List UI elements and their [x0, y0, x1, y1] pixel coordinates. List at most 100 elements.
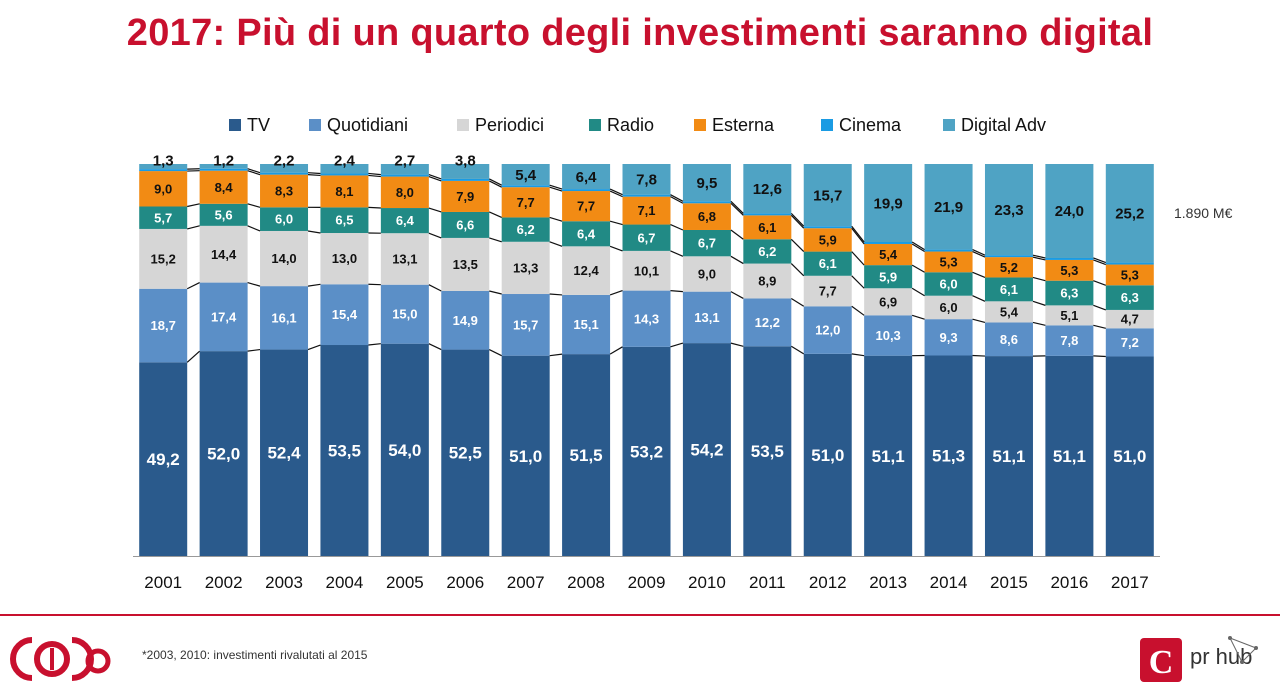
connector-line — [368, 172, 381, 176]
bar-esterna-2007 — [501, 187, 550, 218]
data-label-radio-2003: 6,0 — [275, 212, 293, 227]
bar-radio-2017 — [1105, 285, 1154, 310]
data-label-periodici-2009: 10,1 — [634, 263, 659, 278]
bar-radio-2012 — [803, 251, 852, 276]
connector-line — [489, 290, 502, 295]
connector-line — [670, 290, 683, 293]
data-label-quotidiani-2001: 18,7 — [151, 318, 176, 333]
data-label-periodici-2016: 5,1 — [1060, 308, 1078, 323]
data-label-digital-adv-2017: 25,2 — [1115, 206, 1144, 223]
connector-line — [670, 224, 684, 231]
data-label-radio-2012: 6,1 — [819, 256, 837, 271]
bar-esterna-2011 — [743, 215, 792, 240]
connector-line — [911, 243, 925, 253]
data-label-radio-2017: 6,3 — [1121, 290, 1139, 305]
connector-line — [670, 194, 684, 202]
bar-quotidiani-2014 — [924, 319, 973, 356]
data-label-periodici-2002: 14,4 — [211, 247, 237, 262]
bar-tv-2002 — [199, 351, 248, 556]
data-label-quotidiani-2005: 15,0 — [392, 307, 417, 322]
svg-text:C: C — [1149, 644, 1174, 681]
bar-esterna-2001 — [139, 171, 188, 207]
bar-digital-adv-2017 — [1105, 164, 1154, 263]
connector-line — [851, 225, 865, 243]
x-tick-label: 2013 — [869, 573, 907, 592]
data-label-tv-2014: 51,3 — [932, 447, 965, 466]
bar-quotidiani-2004 — [320, 284, 369, 346]
connector-line — [609, 346, 623, 355]
connector-line — [972, 271, 986, 279]
data-label-quotidiani-2015: 8,6 — [1000, 332, 1018, 347]
data-label-radio-2015: 6,1 — [1000, 282, 1018, 297]
connector-line — [730, 200, 744, 214]
connector-line — [911, 287, 925, 297]
data-label-periodici-2017: 4,7 — [1121, 312, 1139, 327]
connector-line — [428, 174, 442, 180]
bar-tv-2017 — [1105, 356, 1154, 556]
connector-line — [730, 229, 744, 240]
bar-periodici-2014 — [924, 295, 973, 320]
connector-line — [972, 250, 986, 258]
connector-line — [609, 245, 623, 252]
bar-tv-2001 — [139, 362, 188, 556]
connector-line — [247, 225, 261, 232]
x-tick-label: 2008 — [567, 573, 605, 592]
legend-label-esterna: Esterna — [712, 115, 775, 135]
bar-cinema-2002 — [199, 168, 248, 171]
legend-label-quotidiani: Quotidiani — [327, 115, 408, 135]
data-label-esterna-2017: 5,3 — [1121, 267, 1139, 282]
data-label-esterna-2008: 7,7 — [577, 199, 595, 214]
bar-digital-adv-2008 — [562, 164, 611, 190]
bar-quotidiani-2007 — [501, 294, 550, 356]
data-label-quotidiani-2017: 7,2 — [1121, 335, 1139, 350]
connector-line — [187, 225, 200, 230]
connector-line — [307, 230, 321, 234]
connector-line — [489, 237, 502, 243]
x-tick-label: 2010 — [688, 573, 726, 592]
bar-quotidiani-2008 — [562, 294, 611, 355]
connector-line — [730, 202, 744, 216]
bar-digital-adv-2015 — [984, 164, 1033, 256]
connector-line — [307, 174, 321, 177]
data-label-quotidiani-2007: 15,7 — [513, 317, 538, 332]
connector-line — [670, 196, 684, 204]
data-label-digital-adv-2006: 3,8 — [455, 152, 476, 169]
x-tick-label: 2004 — [326, 573, 364, 592]
connector-line — [730, 342, 744, 347]
connector-line — [549, 216, 563, 222]
bar-quotidiani-2012 — [803, 306, 852, 354]
bar-cinema-2008 — [562, 189, 611, 192]
data-label-quotidiani-2002: 17,4 — [211, 309, 237, 324]
connector-line — [972, 295, 986, 302]
data-label-quotidiani-2016: 7,8 — [1060, 333, 1078, 348]
pr-hub-logo-text: pr hub — [1190, 644, 1252, 669]
bar-tv-2013 — [864, 355, 913, 556]
data-label-quotidiani-2010: 13,1 — [694, 310, 719, 325]
data-label-esterna-2003: 8,3 — [275, 184, 293, 199]
bar-digital-adv-2011 — [743, 164, 792, 214]
bar-digital-adv-2013 — [864, 164, 913, 243]
connector-line — [549, 293, 563, 296]
connector-line — [368, 206, 381, 209]
connector-line — [609, 190, 623, 198]
bar-tv-2003 — [260, 349, 309, 556]
data-label-tv-2010: 54,2 — [690, 441, 723, 460]
data-label-periodici-2010: 9,0 — [698, 267, 716, 282]
legend-label-cinema: Cinema — [839, 115, 902, 135]
data-label-tv-2013: 51,1 — [872, 447, 905, 466]
bar-quotidiani-2002 — [199, 282, 248, 352]
data-label-digital-adv-2013: 19,9 — [874, 195, 903, 212]
bar-cinema-2014 — [924, 249, 973, 252]
bar-radio-2004 — [320, 207, 369, 234]
connector-line — [790, 238, 805, 253]
bar-periodici-2007 — [501, 241, 550, 295]
bar-radio-2013 — [864, 265, 913, 289]
data-label-esterna-2016: 5,3 — [1060, 263, 1078, 278]
x-tick-label: 2009 — [628, 573, 666, 592]
bar-esterna-2002 — [199, 170, 248, 204]
connector-line — [307, 344, 321, 351]
connector-line — [247, 348, 261, 352]
connector-lines — [186, 168, 1107, 363]
data-label-quotidiani-2004: 15,4 — [332, 307, 358, 322]
data-label-esterna-2002: 8,4 — [215, 180, 234, 195]
